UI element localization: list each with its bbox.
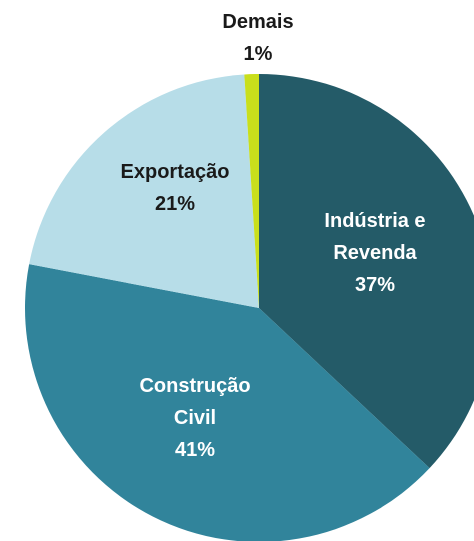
category-label: Exportação	[120, 161, 230, 183]
pie-slice	[244, 74, 259, 308]
slice-label: Exportação 21%	[95, 156, 255, 220]
category-label: Demais	[222, 11, 294, 33]
value-label: 1%	[243, 43, 273, 65]
category-label: Construção Civil	[139, 375, 251, 429]
pie-slice	[29, 74, 260, 308]
slice-label: Indústria e Revenda 37%	[300, 205, 450, 301]
slice-label: Construção Civil 41%	[120, 370, 270, 466]
slice-label: Demais 1%	[198, 6, 318, 70]
pie-slice	[259, 74, 474, 469]
category-label: Indústria e Revenda	[324, 210, 426, 264]
pie-slice	[25, 264, 430, 541]
value-label: 41%	[174, 439, 216, 461]
value-label: 37%	[354, 274, 396, 296]
value-label: 21%	[154, 193, 196, 215]
